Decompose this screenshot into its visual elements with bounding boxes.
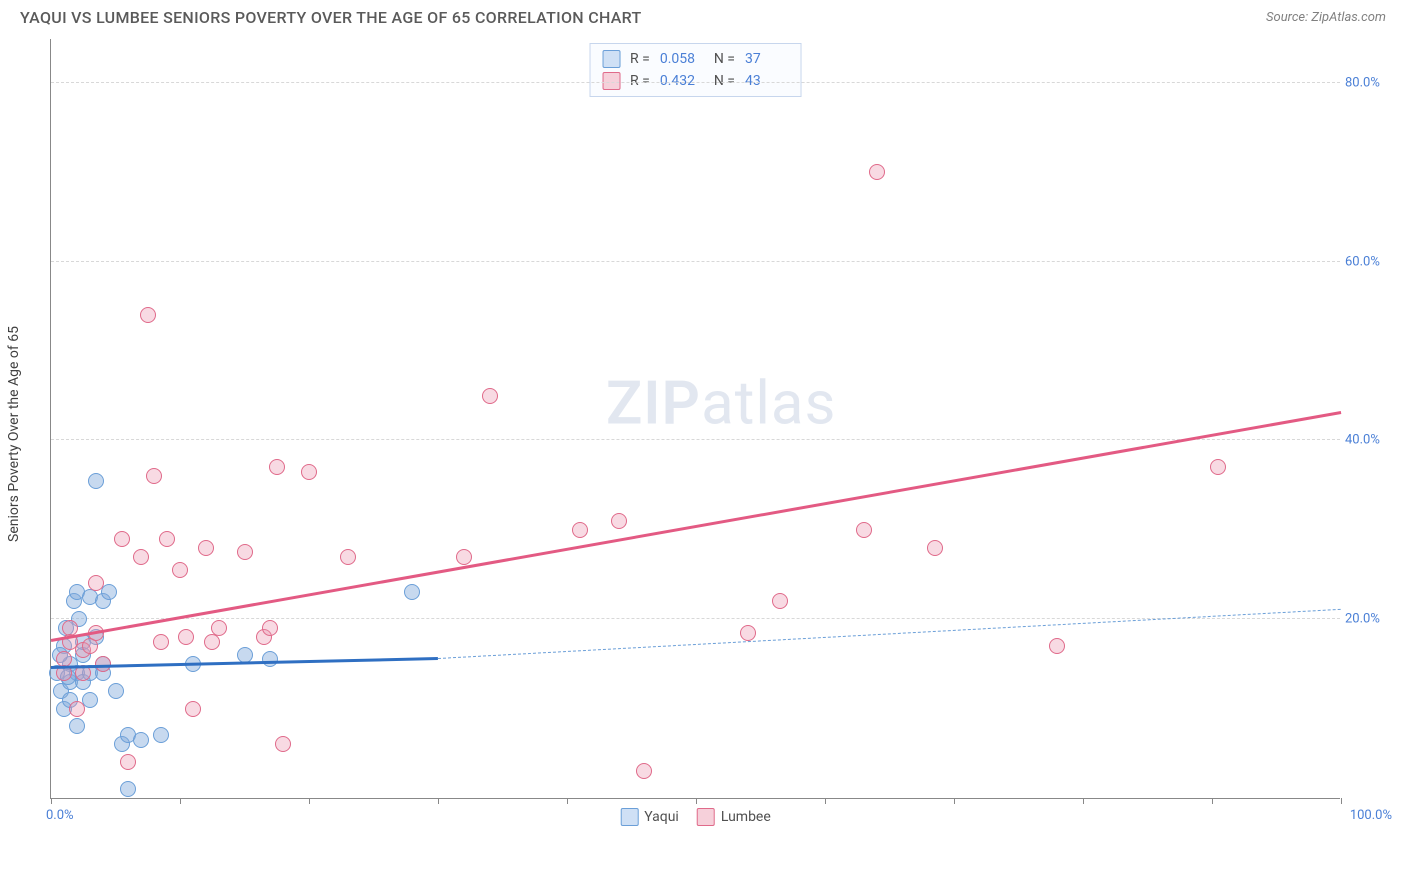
data-point	[301, 464, 317, 480]
data-point	[153, 634, 169, 650]
x-axis-min-label: 0.0%	[46, 808, 74, 823]
data-point	[1049, 638, 1065, 654]
x-tick	[1212, 798, 1213, 804]
chart-title: YAQUI VS LUMBEE SENIORS POVERTY OVER THE…	[20, 8, 642, 27]
gridline	[51, 261, 1340, 262]
data-point	[636, 763, 652, 779]
data-point	[69, 718, 85, 734]
data-point	[133, 549, 149, 565]
data-point	[101, 584, 117, 600]
x-tick	[309, 798, 310, 804]
x-axis-max-label: 100.0%	[1350, 808, 1392, 823]
data-point	[133, 732, 149, 748]
x-tick	[51, 798, 52, 804]
data-point	[146, 468, 162, 484]
n-label: N =	[714, 51, 735, 67]
x-tick	[1083, 798, 1084, 804]
data-point	[340, 549, 356, 565]
data-point	[88, 473, 104, 489]
legend-label: Lumbee	[721, 809, 771, 825]
data-point	[185, 701, 201, 717]
legend-swatch	[602, 50, 620, 68]
data-point	[172, 562, 188, 578]
x-tick	[180, 798, 181, 804]
source-label: Source: ZipAtlas.com	[1266, 10, 1386, 25]
x-tick	[954, 798, 955, 804]
n-value: 37	[745, 51, 789, 67]
gridline	[51, 82, 1340, 83]
x-tick	[438, 798, 439, 804]
gridline	[51, 439, 1340, 440]
legend-item: Lumbee	[697, 808, 771, 826]
data-point	[772, 593, 788, 609]
data-point	[178, 629, 194, 645]
y-tick-label: 60.0%	[1345, 254, 1390, 269]
data-point	[456, 549, 472, 565]
data-point	[114, 531, 130, 547]
data-point	[140, 307, 156, 323]
y-tick-label: 40.0%	[1345, 433, 1390, 448]
data-point	[88, 575, 104, 591]
data-point	[856, 522, 872, 538]
data-point	[120, 781, 136, 797]
legend-swatch	[697, 808, 715, 826]
data-point	[869, 164, 885, 180]
legend-row: R = 0.058 N = 37	[602, 48, 789, 70]
data-point	[611, 513, 627, 529]
series-legend: Yaqui Lumbee	[620, 808, 771, 826]
data-point	[153, 727, 169, 743]
data-point	[69, 701, 85, 717]
data-point	[120, 754, 136, 770]
data-point	[482, 388, 498, 404]
chart-area: Seniors Poverty Over the Age of 65 ZIPat…	[50, 39, 1386, 829]
y-axis-label: Seniors Poverty Over the Age of 65	[6, 326, 22, 542]
data-point	[404, 584, 420, 600]
plot-region: ZIPatlas R =0.058N =37R =0.432N =43 0.0%…	[50, 39, 1340, 799]
data-point	[211, 620, 227, 636]
data-point	[1210, 459, 1226, 475]
x-tick	[1341, 798, 1342, 804]
y-tick-label: 80.0%	[1345, 75, 1390, 90]
data-point	[108, 683, 124, 699]
legend-label: Yaqui	[644, 809, 679, 825]
watermark: ZIPatlas	[606, 368, 837, 439]
r-value: 0.058	[660, 51, 704, 67]
data-point	[159, 531, 175, 547]
x-tick	[825, 798, 826, 804]
y-tick-label: 20.0%	[1345, 612, 1390, 627]
legend-item: Yaqui	[620, 808, 679, 826]
data-point	[740, 625, 756, 641]
r-label: R =	[630, 51, 650, 67]
x-tick	[696, 798, 697, 804]
trend-line	[51, 411, 1341, 641]
data-point	[572, 522, 588, 538]
correlation-legend: R =0.058N =37R =0.432N =43	[589, 43, 802, 97]
trend-line	[438, 609, 1341, 659]
data-point	[262, 651, 278, 667]
data-point	[198, 540, 214, 556]
data-point	[275, 736, 291, 752]
data-point	[927, 540, 943, 556]
legend-swatch	[620, 808, 638, 826]
data-point	[262, 620, 278, 636]
x-tick	[567, 798, 568, 804]
data-point	[269, 459, 285, 475]
data-point	[237, 544, 253, 560]
